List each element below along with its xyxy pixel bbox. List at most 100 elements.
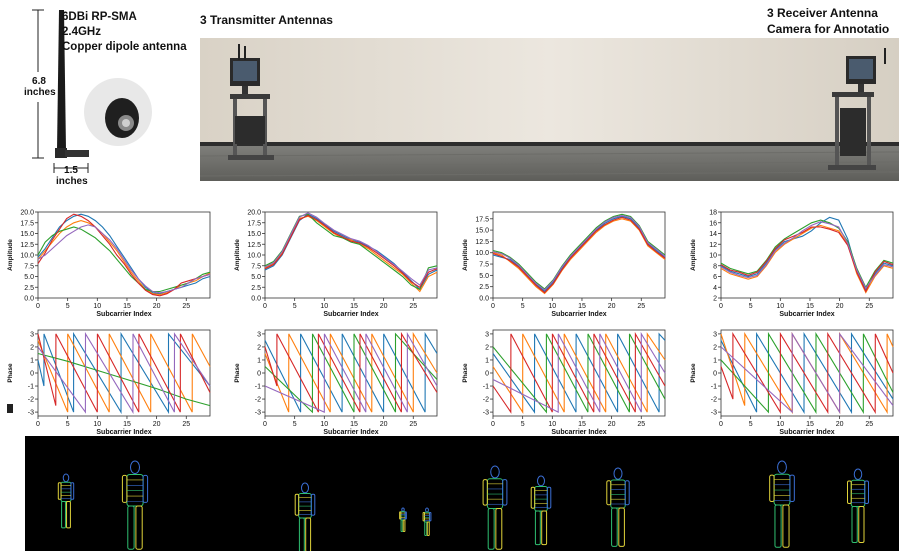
- y-tick-label: 2: [30, 344, 34, 351]
- x-tick-label: 10: [776, 303, 784, 310]
- wireframe-part: [607, 481, 611, 505]
- y-tick-label: 7.5: [251, 263, 261, 270]
- x-tick-label: 20: [380, 303, 388, 310]
- wireframe-part: [865, 481, 869, 504]
- wireframe-part: [531, 487, 535, 508]
- wireframe-part: [58, 483, 61, 500]
- wireframe-part: [614, 468, 622, 479]
- wireframe-part: [430, 512, 431, 520]
- wireframe-part: [131, 461, 140, 474]
- y-tick-label: -2: [483, 397, 489, 404]
- phase-chart-1: -3 -2 -1 0 1 2 3 0 5 10 15 20 25 Subcarrier Index Phas…: [0, 324, 214, 436]
- y-tick-label: 3: [485, 331, 489, 338]
- y-tick-label: -1: [28, 384, 34, 391]
- antenna-height-unit: inches: [24, 87, 54, 98]
- y-tick-label: 16: [709, 220, 717, 227]
- x-tick-label: 20: [608, 303, 616, 310]
- y-tick-label: 3: [713, 331, 717, 338]
- y-tick-label: 17.5: [247, 220, 261, 227]
- room-photo-illustration: [200, 38, 899, 181]
- room-photo: [200, 38, 899, 181]
- amplitude-chart-2: 0.0 2.5 5.0 7.5 10.0 12.5 15.0 17.5 20.0 0 5 10 15 20…: [227, 206, 441, 318]
- wireframe-part: [852, 507, 857, 543]
- chart-svg: 0.02.55.07.510.012.515.017.50 5 10 15 20 25Su…: [455, 206, 669, 318]
- x-tick-label: 10: [93, 421, 101, 428]
- pose-annotation-panel: [25, 436, 899, 551]
- crouching-wireframe: [400, 508, 407, 532]
- y-tick-label: -2: [255, 397, 261, 404]
- wireframe-part: [619, 508, 625, 546]
- x-tick-label: 0: [491, 421, 495, 428]
- x-tick-label: 15: [806, 303, 814, 310]
- x-tick-label: 5: [66, 303, 70, 310]
- y-tick-label: 4: [713, 285, 717, 292]
- x-tick-label: 10: [320, 421, 328, 428]
- x-tick-label: 15: [350, 303, 358, 310]
- y-tick-label: 10.0: [20, 253, 34, 260]
- x-tick-label: 25: [182, 421, 190, 428]
- wireframe-part: [770, 475, 774, 501]
- receiver-label-line: Camera for Annotatio: [767, 21, 889, 37]
- amplitude-chart-3: 0.0 2.5 5.0 7.5 10.0 12.5 15.0 17.5 0 5 10 15 20 25 Su…: [455, 206, 669, 318]
- x-tick-label: 0: [719, 421, 723, 428]
- y-tick-label: 2.5: [251, 285, 261, 292]
- wireframe-part: [128, 506, 134, 549]
- y-tick-label: 0: [257, 371, 261, 378]
- y-tick-label: 5.0: [479, 273, 489, 280]
- x-tick-label: 25: [409, 303, 417, 310]
- x-tick-label: 5: [749, 421, 753, 428]
- x-tick-label: 10: [320, 303, 328, 310]
- y-tick-label: -3: [28, 410, 34, 417]
- wireframe-part: [405, 512, 406, 519]
- y-tick-label: -1: [255, 384, 261, 391]
- y-tick-label: -3: [483, 410, 489, 417]
- x-tick-label: 5: [749, 303, 753, 310]
- x-tick-label: 0: [263, 303, 267, 310]
- y-axis-label: Amplitude: [690, 239, 697, 271]
- wireframe-part: [403, 520, 405, 532]
- y-axis-label: Phase: [690, 363, 697, 383]
- x-tick-label: 0: [36, 303, 40, 310]
- antenna-spec-line: Copper dipole antenna: [62, 40, 187, 55]
- antenna-height-label: 6.8 inches: [24, 76, 54, 98]
- x-axis-label: Subcarrier Index: [96, 429, 151, 436]
- wireframe-part: [295, 494, 299, 515]
- amplitude-chart-1: 0.0 2.5 5.0 7.5 10.0 12.5 15.0 17.5 20.0 0 5 10 15 20…: [0, 206, 214, 318]
- receiver-label-line: 3 Receiver Antenna: [767, 5, 889, 21]
- y-tick-label: -3: [255, 410, 261, 417]
- y-tick-label: 17.5: [475, 216, 489, 223]
- x-tick-label: 20: [836, 303, 844, 310]
- x-tick-label: 15: [123, 421, 131, 428]
- wireframe-part: [538, 476, 545, 486]
- x-tick-label: 15: [578, 303, 586, 310]
- wireframe-part: [136, 506, 142, 549]
- y-tick-label: 18: [709, 210, 717, 217]
- human-wireframe: [483, 466, 507, 549]
- antenna-spec-line: 2.4GHz: [62, 25, 187, 40]
- x-tick-label: 25: [637, 303, 645, 310]
- x-tick-label: 20: [380, 421, 388, 428]
- chart-svg: -3 -2 -1 0 1 2 3 0 5 10 15 20 25 Subcarrier Index Phas…: [0, 324, 214, 436]
- y-tick-label: -1: [711, 384, 717, 391]
- wireframe-part: [426, 508, 429, 512]
- wireframe-part: [491, 466, 500, 478]
- y-axis-label: Phase: [462, 363, 469, 383]
- y-tick-label: 12: [709, 242, 717, 249]
- y-tick-label: 0.0: [251, 296, 261, 303]
- y-tick-label: 12.5: [20, 242, 34, 249]
- wireframe-part: [625, 481, 629, 505]
- wireframe-part: [612, 508, 618, 546]
- chart-svg: -3 -2 -1 0 1 2 3 0 5 10 15 20 25 Subcarrier Index Phas…: [227, 324, 441, 436]
- chart-svg: 246810121416180 5 10 15 20 25Subcarrier Index…: [683, 206, 897, 318]
- y-axis-label: Amplitude: [462, 239, 469, 271]
- y-tick-label: 5.0: [251, 274, 261, 281]
- y-tick-label: 6: [713, 274, 717, 281]
- wireframe-part: [854, 469, 862, 480]
- y-axis-label: Phase: [7, 363, 14, 383]
- x-tick-label: 5: [66, 421, 70, 428]
- x-tick-label: 25: [182, 303, 190, 310]
- wireframe-part: [542, 511, 547, 545]
- y-tick-label: 10: [709, 253, 717, 260]
- chart-svg: -3 -2 -1 0 1 2 3 0 5 10 15 20 25 Subcarrier Index Phas…: [683, 324, 897, 436]
- wireframe-part: [859, 507, 864, 543]
